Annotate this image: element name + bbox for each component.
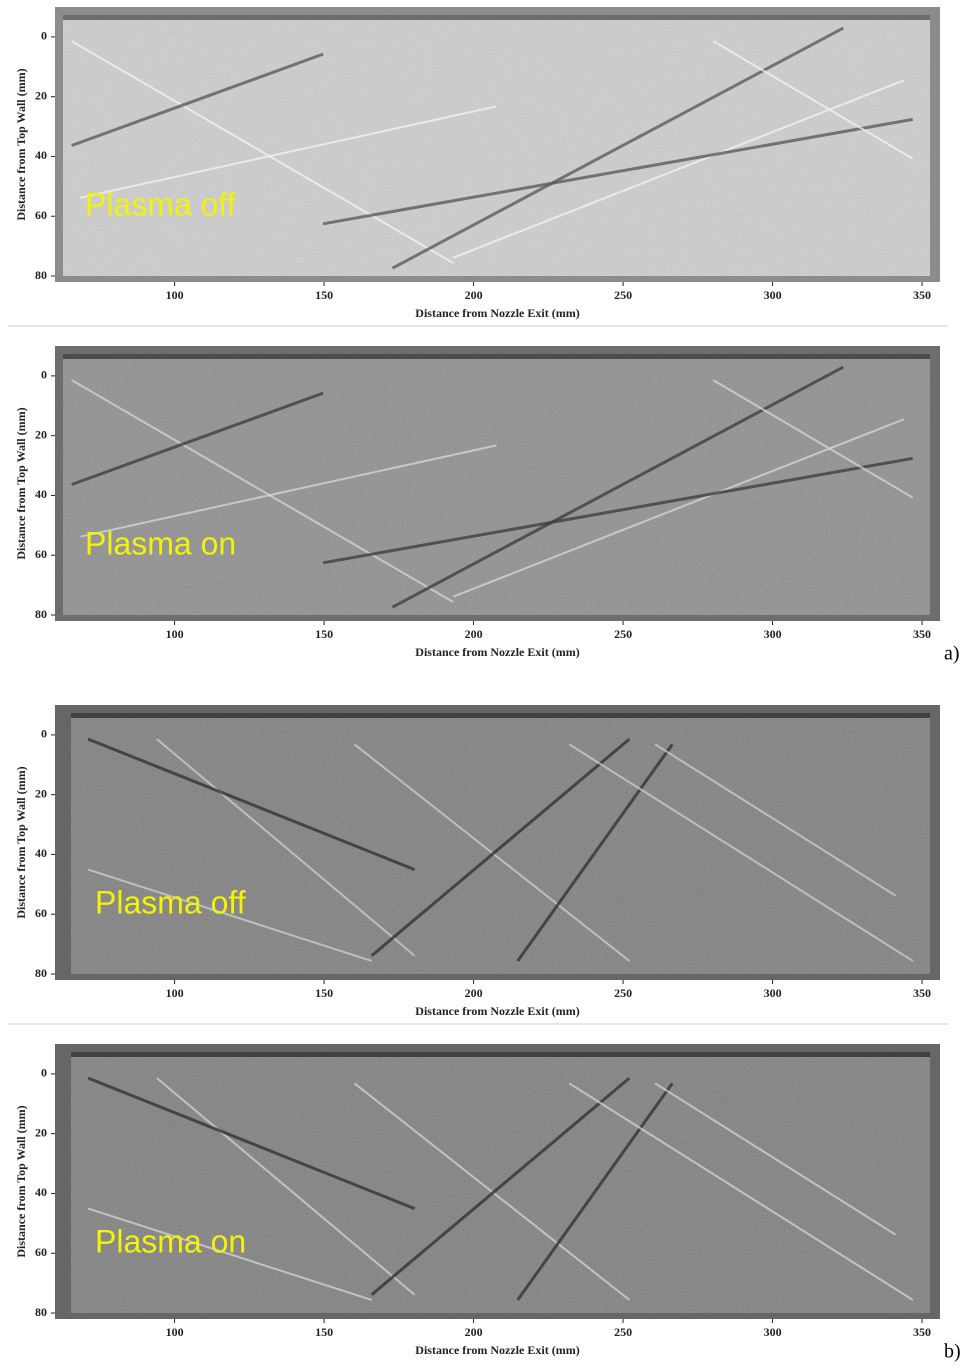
y-tick-label: 80 bbox=[35, 607, 47, 621]
annotation: Plasma on bbox=[85, 525, 236, 561]
y-tick-label: 60 bbox=[35, 906, 47, 920]
y-tick-label: 20 bbox=[35, 88, 47, 102]
y-tick-label: 0 bbox=[41, 1066, 47, 1080]
x-tick-label: 200 bbox=[465, 288, 483, 302]
x-tick-label: 100 bbox=[166, 986, 184, 1000]
x-tick-label: 200 bbox=[465, 1325, 483, 1339]
x-tick-label: 350 bbox=[913, 1325, 931, 1339]
y-tick-label: 40 bbox=[35, 487, 47, 501]
image-texture bbox=[71, 1052, 930, 1313]
figure: 100150200250300350020406080Distance from… bbox=[0, 0, 969, 1369]
annotation: Plasma on bbox=[95, 1223, 246, 1259]
y-axis-label: Distance from Top Wall (mm) bbox=[14, 68, 28, 220]
x-tick-label: 100 bbox=[166, 627, 184, 641]
x-tick-label: 250 bbox=[614, 986, 632, 1000]
panel-label: b) bbox=[944, 1341, 961, 1363]
x-tick-label: 150 bbox=[315, 288, 333, 302]
y-tick-label: 0 bbox=[41, 727, 47, 741]
x-tick-label: 200 bbox=[465, 627, 483, 641]
y-tick-label: 80 bbox=[35, 1305, 47, 1319]
image-texture bbox=[63, 15, 930, 276]
y-tick-label: 40 bbox=[35, 846, 47, 860]
y-tick-label: 60 bbox=[35, 1245, 47, 1259]
y-tick-label: 80 bbox=[35, 966, 47, 980]
x-tick-label: 300 bbox=[764, 288, 782, 302]
y-tick-label: 0 bbox=[41, 368, 47, 382]
annotation: Plasma off bbox=[85, 186, 236, 222]
x-tick-label: 300 bbox=[764, 1325, 782, 1339]
y-tick-label: 0 bbox=[41, 29, 47, 43]
y-axis-label: Distance from Top Wall (mm) bbox=[14, 766, 28, 918]
x-axis-label: Distance from Nozzle Exit (mm) bbox=[415, 1004, 579, 1018]
x-tick-label: 250 bbox=[614, 288, 632, 302]
x-tick-label: 350 bbox=[913, 288, 931, 302]
panel: 100 150 200 250 300 350 0 20 40 60 80 Distance from… bbox=[14, 1044, 961, 1363]
y-tick-label: 40 bbox=[35, 148, 47, 162]
x-tick-label: 150 bbox=[315, 1325, 333, 1339]
annotation: Plasma off bbox=[95, 884, 246, 920]
x-tick-label: 350 bbox=[913, 627, 931, 641]
x-tick-label: 200 bbox=[465, 986, 483, 1000]
panel: 100 150 200 250 300 350 0 20 40 60 80 Distance from… bbox=[14, 346, 960, 665]
y-axis-label: Distance from Top Wall (mm) bbox=[14, 1105, 28, 1257]
panel: 100 150 200 250 300 350 0 20 40 60 80 Distance from… bbox=[8, 705, 948, 1024]
y-tick-label: 60 bbox=[35, 547, 47, 561]
y-tick-label: 20 bbox=[35, 427, 47, 441]
top-wall bbox=[71, 1052, 930, 1057]
x-axis-label: Distance from Nozzle Exit (mm) bbox=[415, 645, 579, 659]
y-tick-label: 20 bbox=[35, 786, 47, 800]
top-wall bbox=[63, 354, 930, 359]
image-texture bbox=[63, 354, 930, 615]
x-tick-label: 100 bbox=[166, 288, 184, 302]
panel-label: a) bbox=[944, 643, 960, 665]
y-tick-label: 60 bbox=[35, 208, 47, 222]
panel: 100 150 200 250 300 350 0 20 40 60 80 Distance from… bbox=[8, 7, 948, 326]
x-tick-label: 250 bbox=[614, 1325, 632, 1339]
x-tick-label: 250 bbox=[614, 627, 632, 641]
x-tick-label: 350 bbox=[913, 986, 931, 1000]
x-tick-label: 300 bbox=[764, 627, 782, 641]
y-axis-label: Distance from Top Wall (mm) bbox=[14, 407, 28, 559]
x-tick-label: 150 bbox=[315, 986, 333, 1000]
y-tick-label: 40 bbox=[35, 1185, 47, 1199]
x-tick-label: 100 bbox=[166, 1325, 184, 1339]
x-axis-label: Distance from Nozzle Exit (mm) bbox=[415, 1343, 579, 1357]
image-texture bbox=[71, 713, 930, 974]
top-wall bbox=[63, 15, 930, 20]
top-wall bbox=[71, 713, 930, 718]
x-axis-label: Distance from Nozzle Exit (mm) bbox=[415, 306, 579, 320]
x-tick-label: 150 bbox=[315, 627, 333, 641]
y-tick-label: 80 bbox=[35, 268, 47, 282]
y-tick-label: 20 bbox=[35, 1125, 47, 1139]
x-tick-label: 300 bbox=[764, 986, 782, 1000]
